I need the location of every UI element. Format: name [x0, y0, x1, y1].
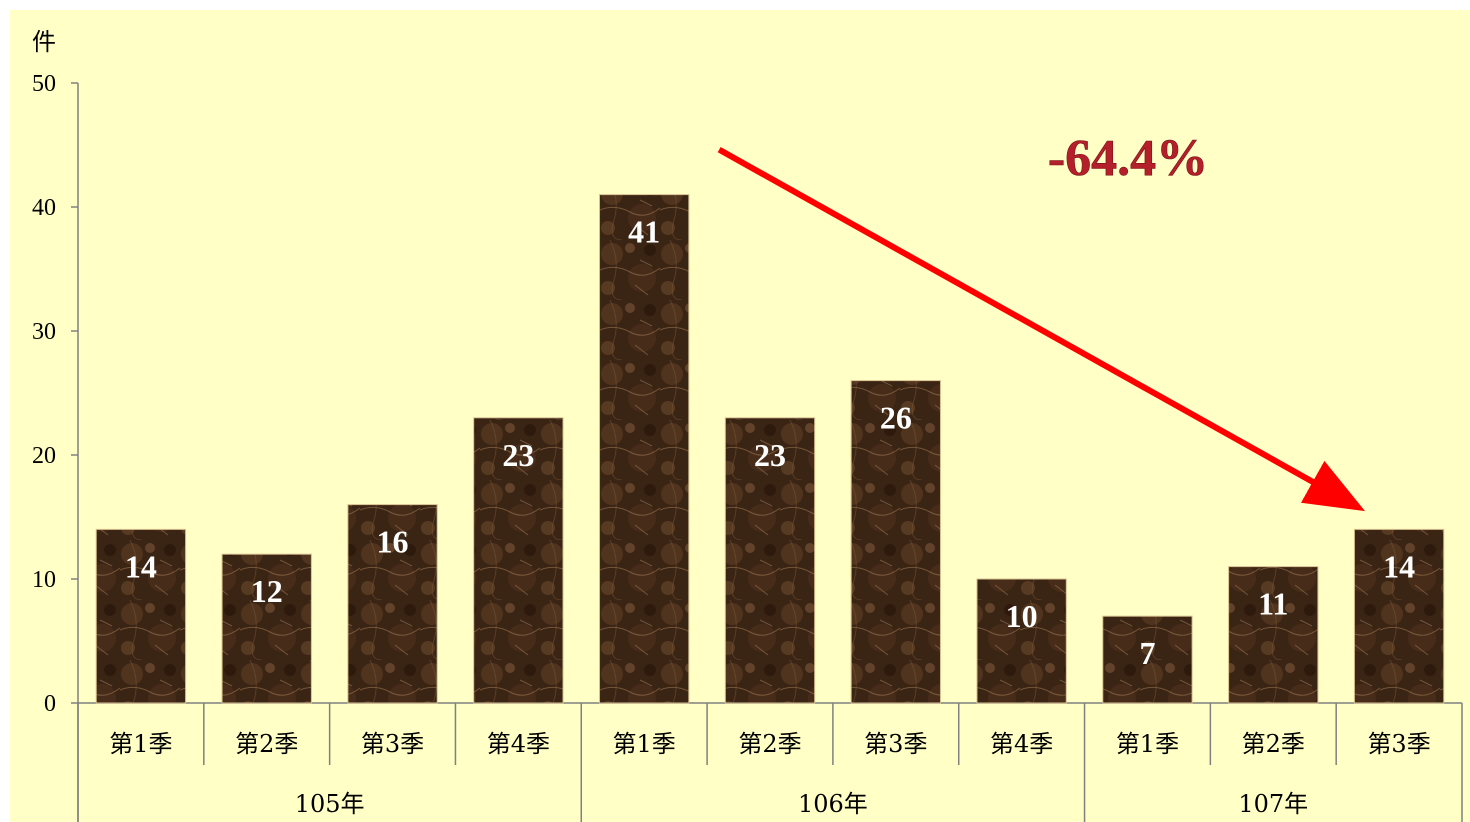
y-unit-label: 件	[32, 28, 56, 56]
y-tick-label: 30	[32, 319, 56, 345]
x-category-label: 第3季	[864, 730, 927, 758]
y-tick-label: 10	[32, 567, 56, 593]
x-category-label: 第1季	[109, 730, 172, 758]
y-tick-label: 20	[32, 443, 56, 469]
y-tick-label: 50	[32, 71, 56, 97]
x-category-label: 第2季	[235, 730, 298, 758]
x-category-label: 第4季	[990, 730, 1053, 758]
x-category-label: 第3季	[361, 730, 424, 758]
y-tick-label: 0	[44, 691, 56, 717]
bar-value-label: 26	[880, 400, 912, 436]
x-group-label: 105年	[295, 790, 365, 818]
bar-value-label: 14	[125, 548, 157, 584]
bar-value-label: 23	[502, 437, 534, 473]
percent-change-annotation: -64.4%	[1048, 130, 1208, 187]
x-group-label: 106年	[798, 790, 868, 818]
x-category-label: 第3季	[1367, 730, 1430, 758]
x-category-label: 第1季	[613, 730, 676, 758]
y-tick-label: 40	[32, 195, 56, 221]
bar-value-label: 16	[377, 524, 409, 560]
x-group-label: 107年	[1238, 790, 1308, 818]
bar-value-label: 10	[1006, 598, 1038, 634]
bar	[600, 195, 689, 703]
x-category-label: 第2季	[1242, 730, 1305, 758]
bar-value-label: 11	[1258, 586, 1288, 622]
x-category-label: 第4季	[487, 730, 550, 758]
bar-value-label: 41	[628, 214, 660, 250]
bar-value-label: 12	[251, 573, 283, 609]
bar-value-label: 14	[1383, 548, 1415, 584]
bar-value-label: 23	[754, 437, 786, 473]
x-category-label: 第2季	[738, 730, 801, 758]
bar-value-label: 7	[1139, 635, 1155, 671]
x-category-label: 第1季	[1116, 730, 1179, 758]
